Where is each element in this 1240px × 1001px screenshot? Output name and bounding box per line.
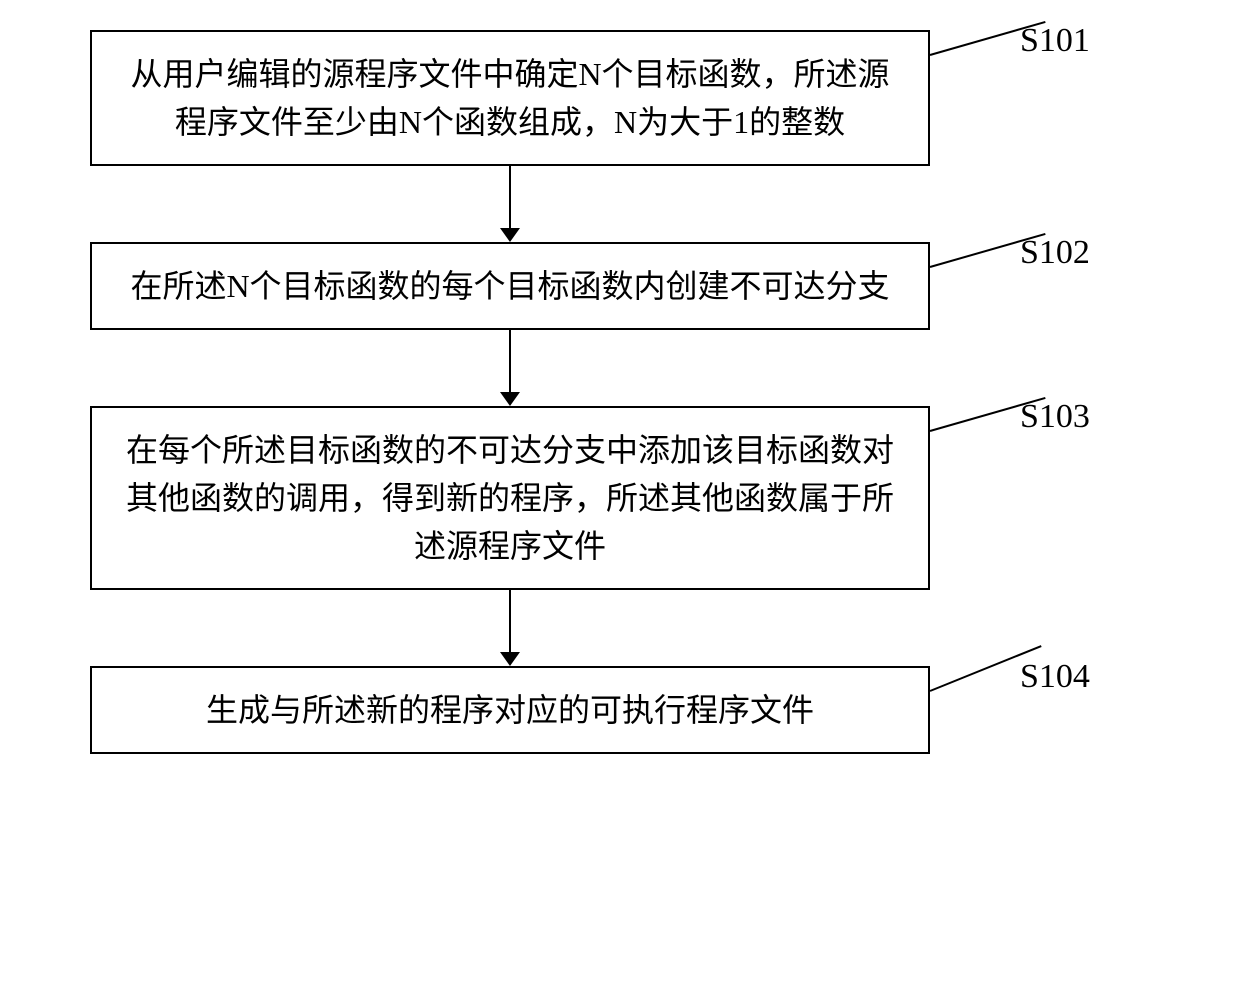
step-row: 在每个所述目标函数的不可达分支中添加该目标函数对其他函数的调用，得到新的程序，所…	[90, 406, 1150, 590]
step-label: S101	[1020, 22, 1090, 60]
step-label: S104	[1020, 658, 1090, 696]
step-row: 从用户编辑的源程序文件中确定N个目标函数，所述源程序文件至少由N个函数组成，N为…	[90, 30, 1150, 166]
step-label: S103	[1020, 398, 1090, 436]
step-box: 从用户编辑的源程序文件中确定N个目标函数，所述源程序文件至少由N个函数组成，N为…	[90, 30, 930, 166]
arrow-down	[90, 330, 930, 406]
flowchart-container: 从用户编辑的源程序文件中确定N个目标函数，所述源程序文件至少由N个函数组成，N为…	[90, 30, 1150, 754]
step-box: 在每个所述目标函数的不可达分支中添加该目标函数对其他函数的调用，得到新的程序，所…	[90, 406, 930, 590]
step-row: 在所述N个目标函数的每个目标函数内创建不可达分支S102	[90, 242, 1150, 330]
step-row: 生成与所述新的程序对应的可执行程序文件S104	[90, 666, 1150, 754]
arrow-down	[90, 590, 930, 666]
step-box: 在所述N个目标函数的每个目标函数内创建不可达分支	[90, 242, 930, 330]
arrow-down	[90, 166, 930, 242]
step-label: S102	[1020, 234, 1090, 272]
step-box: 生成与所述新的程序对应的可执行程序文件	[90, 666, 930, 754]
